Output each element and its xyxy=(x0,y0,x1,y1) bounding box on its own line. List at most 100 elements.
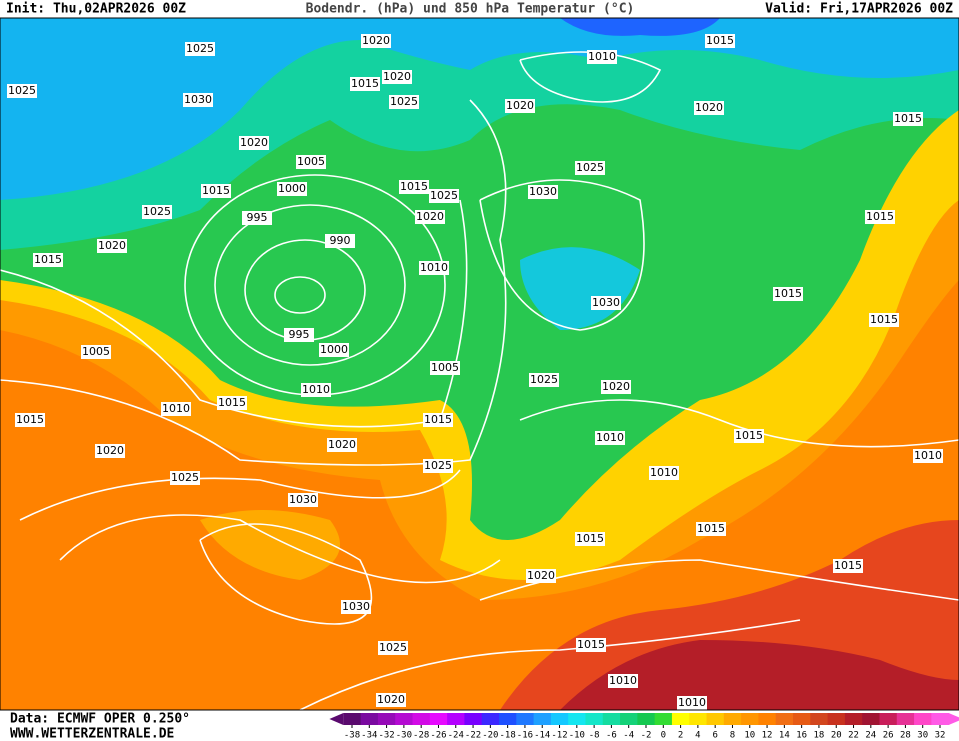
isobar-label: 1015 xyxy=(697,522,725,535)
colorbar-label: -22 xyxy=(465,731,481,741)
label-box xyxy=(734,429,764,443)
colorbar-label: 2 xyxy=(678,731,683,741)
isobar-label: 1015 xyxy=(576,532,604,545)
colorbar-arrow xyxy=(329,713,344,725)
colorbar-label: 24 xyxy=(865,731,876,741)
label-box xyxy=(296,155,326,169)
isobar xyxy=(0,99,507,466)
label-box xyxy=(319,343,349,357)
colorbar-label: -14 xyxy=(534,731,550,741)
valid-time: Valid: Fri,17APR2026 00Z xyxy=(765,2,953,17)
colorbar-box xyxy=(862,713,880,725)
very-hot xyxy=(560,640,959,710)
label-box xyxy=(423,413,453,427)
label-box xyxy=(505,99,535,113)
label-box xyxy=(419,261,449,275)
isobar-label: 1025 xyxy=(424,459,452,472)
colorbar-box xyxy=(343,713,362,725)
colorbar-label: 12 xyxy=(762,731,773,741)
colorbar-box xyxy=(671,713,690,725)
isobar-label: 1010 xyxy=(162,402,190,415)
label-box xyxy=(773,287,803,301)
label-box xyxy=(325,234,355,248)
colorbar-box xyxy=(775,713,794,725)
isobar-label: 1015 xyxy=(735,429,763,442)
label-box xyxy=(705,34,735,48)
colorbar-label: -34 xyxy=(361,731,377,741)
label-box xyxy=(183,93,213,107)
colorbar-box xyxy=(637,713,656,725)
colorbar-label: -30 xyxy=(396,731,412,741)
colorbar-label: -20 xyxy=(482,731,498,741)
label-box xyxy=(595,431,625,445)
label-box xyxy=(341,600,371,614)
colorbar-label: 20 xyxy=(831,731,842,741)
isobar-label: 1020 xyxy=(96,444,124,457)
isobar-label: 995 xyxy=(247,211,268,224)
isobar-label: 1015 xyxy=(400,180,428,193)
label-box xyxy=(529,373,559,387)
isobar xyxy=(59,514,501,584)
label-box xyxy=(389,95,419,109)
label-box xyxy=(528,185,558,199)
label-box xyxy=(575,161,605,175)
colorbar-label: 0 xyxy=(661,731,666,741)
map-frame xyxy=(0,17,959,711)
isobar-label: 1010 xyxy=(609,674,637,687)
isobar-label: 1020 xyxy=(383,70,411,83)
map-title: Bodendr. (hPa) und 850 hPa Temperatur (°… xyxy=(306,2,635,17)
colorbar-label: 16 xyxy=(796,731,807,741)
colorbar-box xyxy=(550,713,569,725)
label-box xyxy=(587,50,617,64)
isobar-label: 1015 xyxy=(424,413,452,426)
label-box xyxy=(161,402,191,416)
isobar-label: 1015 xyxy=(202,184,230,197)
isobar-label: 1030 xyxy=(289,493,317,506)
colorbar-box xyxy=(499,713,517,725)
isobar-label: 1030 xyxy=(184,93,212,106)
label-box xyxy=(591,296,621,310)
colorbar-label: -6 xyxy=(606,731,617,741)
website: WWW.WETTERZENTRALE.DE xyxy=(10,727,174,741)
label-box xyxy=(201,184,231,198)
label-box xyxy=(376,693,406,707)
colorbar-box xyxy=(602,713,621,725)
label-box xyxy=(361,34,391,48)
colorbar-box xyxy=(533,713,552,725)
colorbar-label: 26 xyxy=(883,731,894,741)
label-box xyxy=(350,77,380,91)
isobar-label: 1015 xyxy=(34,253,62,266)
colorbar-box xyxy=(723,713,742,725)
colorbar-label: 28 xyxy=(900,731,911,741)
very-cold xyxy=(560,18,720,36)
label-box xyxy=(913,449,943,463)
isobar-label: 1025 xyxy=(186,42,214,55)
label-box xyxy=(7,84,37,98)
isobar-label: 1020 xyxy=(377,693,405,706)
colorbar-box xyxy=(360,713,379,725)
init-time: Init: Thu,02APR2026 00Z xyxy=(6,2,186,17)
data-source: Data: ECMWF OPER 0.250° xyxy=(10,712,190,727)
label-box xyxy=(576,638,606,652)
colorbar-box xyxy=(464,713,483,725)
isobar-label: 995 xyxy=(289,328,310,341)
isobar-label: 1005 xyxy=(82,345,110,358)
label-box xyxy=(694,101,724,115)
isobar xyxy=(214,204,406,366)
label-box xyxy=(242,211,272,225)
label-box xyxy=(378,641,408,655)
isobar-label: 1015 xyxy=(706,34,734,47)
isobar-label: 1020 xyxy=(416,210,444,223)
isobar-label: 1005 xyxy=(431,361,459,374)
isobar xyxy=(299,619,801,710)
isobar-label: 1010 xyxy=(678,696,706,709)
colorbar-label: 14 xyxy=(779,731,790,741)
colorbar-label: -12 xyxy=(551,731,567,741)
isobar-label: 1020 xyxy=(527,569,555,582)
colorbar-box xyxy=(931,713,950,725)
label-box xyxy=(649,466,679,480)
label-box xyxy=(301,383,331,397)
